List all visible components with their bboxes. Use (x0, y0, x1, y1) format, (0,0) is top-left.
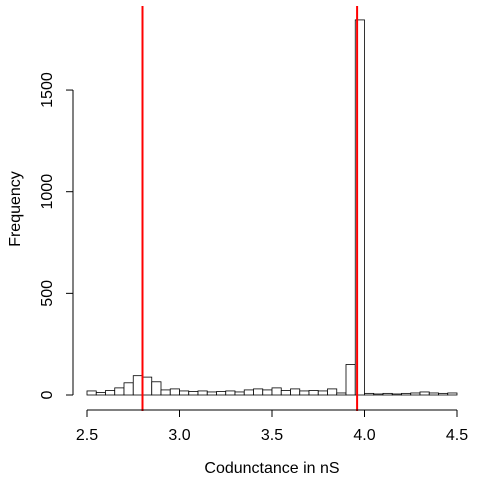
histogram-bar (419, 391, 430, 396)
histogram-bar (271, 387, 282, 396)
histogram-bar (373, 393, 384, 396)
histogram-bar (95, 392, 106, 396)
y-axis: 0 500 1000 1500 (39, 72, 74, 399)
histogram-bar (123, 382, 134, 396)
y-axis-title: Frequency (7, 171, 24, 247)
histogram-bar (253, 388, 264, 396)
histogram-bar (206, 391, 217, 396)
histogram-bar (280, 390, 291, 396)
x-tick-label: 3.5 (261, 427, 283, 444)
x-tick-label: 4.5 (446, 427, 468, 444)
x-tick-label: 3.0 (168, 427, 190, 444)
histogram-bar (151, 381, 162, 396)
histogram-bar (225, 390, 236, 396)
histogram-bar (382, 392, 393, 396)
x-tick-label: 4.0 (353, 427, 375, 444)
histogram-bar (317, 390, 328, 396)
histogram-bar (179, 390, 190, 396)
histogram-bar (142, 376, 153, 396)
histogram-bar (401, 392, 412, 396)
histogram-bar (290, 388, 301, 396)
histogram-bar (438, 392, 449, 396)
histogram-bar (105, 390, 116, 396)
histogram-bar (114, 387, 125, 396)
histogram-bar (234, 391, 245, 396)
x-tick-label: 2.5 (76, 427, 98, 444)
histogram-bar (169, 388, 180, 396)
histogram-bar (354, 19, 365, 396)
y-tick-label: 1500 (39, 72, 56, 108)
y-tick-label: 1000 (39, 174, 56, 210)
histogram-bar (299, 390, 310, 396)
histogram-bar (188, 391, 199, 396)
threshold-lines (141, 6, 359, 411)
histogram-bar (410, 392, 421, 396)
x-axis-title: Codunctance in nS (204, 460, 339, 477)
x-axis: 2.5 3.0 3.5 4.0 4.5 (76, 409, 468, 444)
histogram-bar (428, 392, 439, 396)
y-tick-label: 500 (39, 280, 56, 307)
histogram-bar (336, 392, 347, 396)
histogram-bar (345, 364, 356, 396)
histogram-bar (160, 389, 171, 396)
histogram-bar (132, 375, 143, 396)
histogram-bar (216, 391, 227, 396)
histogram-bar (308, 390, 319, 396)
histogram-bars (86, 19, 458, 396)
histogram-bar (262, 389, 273, 396)
histogram-bar (447, 392, 458, 396)
y-tick-label: 0 (39, 390, 56, 399)
histogram-bar (243, 389, 254, 396)
histogram-bar (197, 390, 208, 396)
histogram-bar (364, 392, 375, 396)
histogram-bar (391, 393, 402, 396)
histogram-bar (327, 388, 338, 396)
histogram-bar (86, 390, 97, 396)
